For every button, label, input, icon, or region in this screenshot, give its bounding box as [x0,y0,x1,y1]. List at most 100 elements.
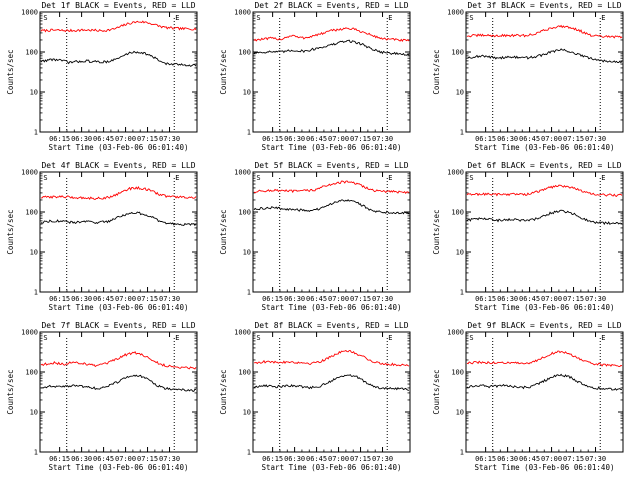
end-marker: E [175,174,179,182]
y-axis-label: Counts/sec [219,369,228,414]
x-axis-label: Start Time (03-Feb-06 06:01:40) [475,463,615,472]
x-tick-label: 07:00 [328,135,349,143]
y-tick-label: 1000 [21,9,38,17]
chart-panel-4: Det 4f BLACK = Events, RED = LLD 1 10 100 10… [6,161,198,312]
x-tick-label: 07:00 [541,295,562,303]
events-series-line [466,209,623,226]
x-tick-label: 06:45 [306,455,327,463]
x-tick-label: 06:45 [519,135,540,143]
plot-frame [465,171,624,293]
x-tick-label: 06:15 [262,135,283,143]
x-tick-label: 07:00 [541,135,562,143]
x-tick-label: 07:15 [350,295,371,303]
x-tick-label: 07:15 [563,135,584,143]
x-tick-label: 06:45 [306,295,327,303]
x-tick-label: 06:15 [49,295,70,303]
plot-frame [252,331,411,453]
x-tick-label: 07:00 [541,455,562,463]
y-tick-label: 1 [34,129,38,137]
x-axis-label: Start Time (03-Feb-06 06:01:40) [49,143,189,152]
y-tick-label: 100 [238,49,251,57]
start-marker: S [469,14,473,22]
y-tick-label: 100 [25,369,38,377]
y-axis-label: Counts/sec [6,49,15,94]
x-tick-label: 07:30 [159,295,180,303]
lld-series-line [466,24,623,39]
y-tick-label: 100 [451,49,464,57]
lld-series-line [253,180,410,194]
x-tick-label: 07:15 [563,295,584,303]
y-tick-label: 10 [243,89,251,97]
x-tick-label: 07:30 [372,295,393,303]
x-tick-label: 07:30 [159,455,180,463]
lld-series-line [40,185,197,201]
events-series-line [253,199,410,215]
end-marker: E [601,174,605,182]
end-marker: E [388,174,392,182]
x-tick-label: 06:45 [93,455,114,463]
chart-title: Det 3f BLACK = Events, RED = LLD [467,1,621,10]
x-tick-label: 07:15 [350,455,371,463]
y-tick-label: 10 [456,89,464,97]
x-tick-label: 06:15 [49,455,70,463]
x-tick-label: 07:00 [328,455,349,463]
plot-frame [39,171,198,293]
chart-panel-5: Det 5f BLACK = Events, RED = LLD 1 10 100 10… [219,161,411,312]
y-tick-label: 100 [238,369,251,377]
x-tick-label: 06:30 [497,455,518,463]
end-marker: E [175,334,179,342]
y-tick-label: 1 [460,289,464,297]
y-tick-label: 10 [243,249,251,257]
events-series-line [40,374,197,392]
x-tick-label: 07:00 [115,455,136,463]
x-tick-label: 06:30 [497,135,518,143]
x-tick-label: 06:45 [306,135,327,143]
lld-series-line [40,20,197,33]
y-axis-label: Counts/sec [6,209,15,254]
x-tick-label: 06:30 [284,135,305,143]
plot-frame [39,11,198,133]
x-tick-label: 07:15 [137,295,158,303]
x-tick-label: 07:15 [350,135,371,143]
chart-title: Det 8f BLACK = Events, RED = LLD [254,321,408,330]
chart-panel-1: Det 1f BLACK = Events, RED = LLD 1 10 100 10… [6,1,198,152]
x-tick-label: 06:45 [93,295,114,303]
chart-panel-9: Det 9f BLACK = Events, RED = LLD 1 10 100 10… [432,321,624,472]
end-marker: E [601,14,605,22]
y-tick-label: 1000 [447,329,464,337]
plot-frame [465,331,624,453]
x-tick-label: 06:45 [519,455,540,463]
chart-title: Det 6f BLACK = Events, RED = LLD [467,161,621,170]
y-tick-label: 100 [451,369,464,377]
plot-frame [39,331,198,453]
chart-panel-8: Det 8f BLACK = Events, RED = LLD 1 10 100 10… [219,321,411,472]
x-tick-label: 07:30 [372,135,393,143]
start-marker: S [469,174,473,182]
y-tick-label: 100 [451,209,464,217]
chart-panel-7: Det 7f BLACK = Events, RED = LLD 1 10 100 10… [6,321,198,472]
lld-series-line [466,350,623,368]
x-tick-label: 06:30 [71,295,92,303]
y-tick-label: 1 [34,449,38,457]
lld-series-line [253,27,410,43]
y-tick-label: 100 [25,209,38,217]
x-tick-label: 06:30 [71,135,92,143]
x-tick-label: 07:00 [115,135,136,143]
x-axis-label: Start Time (03-Feb-06 06:01:40) [49,463,189,472]
x-tick-label: 06:15 [262,455,283,463]
x-tick-label: 06:15 [475,135,496,143]
end-marker: E [388,334,392,342]
x-tick-label: 07:30 [585,295,606,303]
x-tick-label: 06:15 [262,295,283,303]
y-tick-label: 10 [30,89,38,97]
x-tick-label: 06:15 [475,455,496,463]
x-tick-label: 07:15 [137,455,158,463]
start-marker: S [256,174,260,182]
y-tick-label: 1000 [21,329,38,337]
events-series-line [466,373,623,391]
x-axis-label: Start Time (03-Feb-06 06:01:40) [49,303,189,312]
y-axis-label: Counts/sec [219,209,228,254]
y-tick-label: 10 [456,409,464,417]
chart-panel-2: Det 2f BLACK = Events, RED = LLD 1 10 100 10… [219,1,411,152]
